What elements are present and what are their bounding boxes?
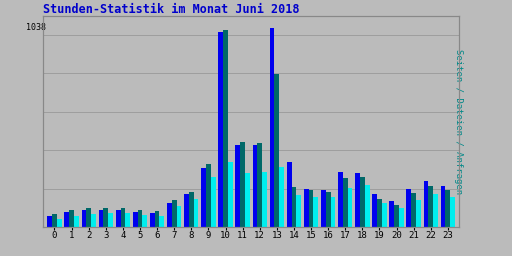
Bar — [445, 190, 450, 227]
Bar — [389, 201, 394, 227]
Bar — [279, 167, 284, 227]
Bar — [416, 200, 421, 227]
Bar — [365, 185, 370, 227]
Bar — [258, 143, 262, 227]
Bar — [81, 210, 87, 227]
Bar — [377, 199, 382, 227]
Bar — [433, 194, 438, 227]
Bar — [348, 188, 352, 227]
Y-axis label: Seiten / Dateien / Anfragen: Seiten / Dateien / Anfragen — [454, 49, 463, 194]
Text: Stunden-Statistik im Monat Juni 2018: Stunden-Statistik im Monat Juni 2018 — [44, 3, 300, 16]
Bar — [291, 187, 296, 227]
Bar — [218, 32, 223, 227]
Bar — [108, 214, 113, 227]
Bar — [262, 172, 267, 227]
Bar — [177, 207, 181, 227]
Bar — [407, 189, 411, 227]
Bar — [304, 189, 309, 227]
Bar — [223, 30, 228, 227]
Bar — [450, 197, 455, 227]
Bar — [240, 142, 245, 227]
Bar — [313, 197, 318, 227]
Bar — [69, 210, 74, 227]
Bar — [103, 208, 108, 227]
Text: 1038: 1038 — [26, 23, 46, 32]
Bar — [343, 178, 348, 227]
Bar — [287, 162, 291, 227]
Bar — [142, 215, 147, 227]
Bar — [372, 194, 377, 227]
Bar — [331, 197, 335, 227]
Bar — [206, 164, 211, 227]
Bar — [155, 211, 160, 227]
Bar — [326, 192, 331, 227]
Bar — [411, 193, 416, 227]
Bar — [228, 162, 232, 227]
Bar — [138, 210, 142, 227]
Bar — [236, 145, 240, 227]
Bar — [201, 168, 206, 227]
Bar — [194, 199, 199, 227]
Bar — [65, 212, 69, 227]
Bar — [120, 208, 125, 227]
Bar — [252, 145, 258, 227]
Bar — [360, 177, 365, 227]
Bar — [133, 212, 138, 227]
Bar — [172, 200, 177, 227]
Bar — [189, 192, 194, 227]
Bar — [309, 190, 313, 227]
Bar — [423, 181, 429, 227]
Bar — [167, 203, 172, 227]
Bar — [394, 205, 399, 227]
Bar — [87, 208, 91, 227]
Bar — [245, 173, 250, 227]
Bar — [274, 74, 279, 227]
Bar — [399, 208, 404, 227]
Bar — [211, 177, 216, 227]
Bar — [91, 214, 96, 227]
Bar — [160, 216, 164, 227]
Bar — [125, 214, 130, 227]
Bar — [150, 213, 155, 227]
Bar — [74, 216, 79, 227]
Bar — [321, 190, 326, 227]
Bar — [382, 203, 387, 227]
Bar — [57, 219, 61, 227]
Bar — [116, 210, 120, 227]
Bar — [429, 187, 433, 227]
Bar — [99, 210, 103, 227]
Bar — [441, 187, 445, 227]
Bar — [52, 214, 57, 227]
Bar — [184, 194, 189, 227]
Bar — [47, 216, 52, 227]
Bar — [355, 173, 360, 227]
Bar — [270, 28, 274, 227]
Bar — [296, 195, 301, 227]
Bar — [338, 172, 343, 227]
